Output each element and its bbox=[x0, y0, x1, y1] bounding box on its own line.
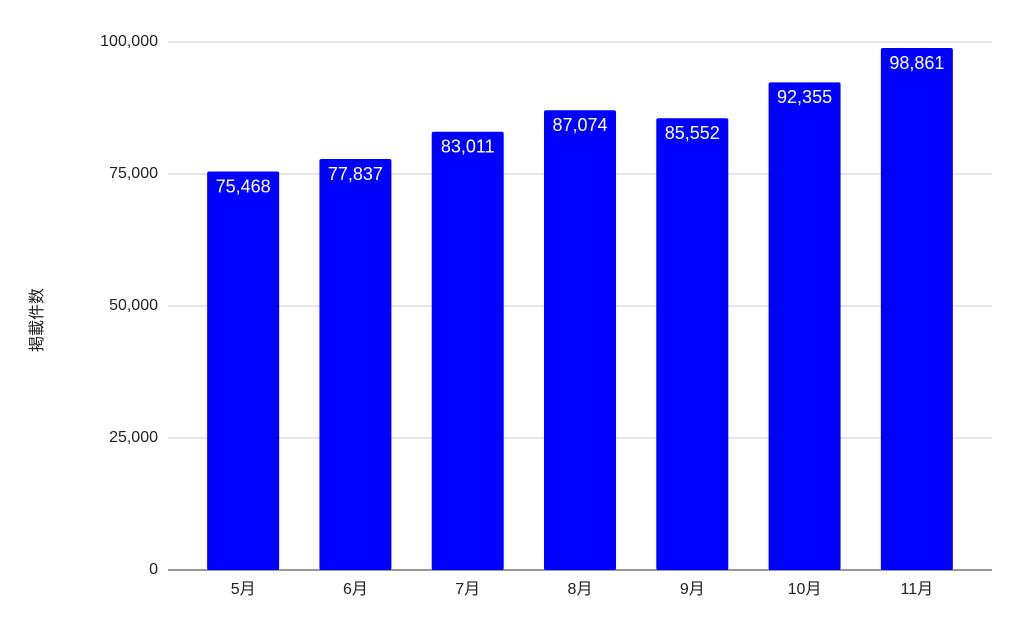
y-tick-label: 25,000 bbox=[109, 429, 158, 446]
y-tick-label: 75,000 bbox=[109, 165, 158, 182]
bar bbox=[544, 110, 616, 571]
x-tick-label: 8月 bbox=[568, 581, 593, 598]
value-label: 83,011 bbox=[441, 136, 495, 156]
value-label: 85,552 bbox=[665, 123, 720, 143]
bar bbox=[768, 82, 841, 570]
value-label: 77,837 bbox=[328, 164, 383, 184]
x-tick-label: 5月 bbox=[231, 581, 256, 598]
y-tick-label: 50,000 bbox=[109, 297, 158, 314]
x-tick-label: 11月 bbox=[901, 581, 934, 598]
x-tick-label: 9月 bbox=[680, 581, 705, 598]
value-label: 87,074 bbox=[552, 115, 607, 135]
y-tick-label: 100,000 bbox=[100, 33, 158, 50]
value-label: 75,468 bbox=[216, 176, 271, 196]
x-tick-label: 7月 bbox=[455, 581, 480, 598]
x-tick-label: 10月 bbox=[788, 581, 822, 598]
value-label: 98,861 bbox=[889, 53, 944, 73]
bar bbox=[431, 131, 504, 571]
bar bbox=[880, 48, 953, 571]
value-label: 92,355 bbox=[777, 87, 832, 107]
y-axis-title: 掲載件数 bbox=[28, 288, 46, 352]
x-tick-label: 6月 bbox=[343, 581, 368, 598]
bar bbox=[207, 171, 280, 570]
y-tick-label: 0 bbox=[149, 561, 158, 578]
bar bbox=[656, 118, 729, 571]
bar bbox=[319, 159, 392, 571]
